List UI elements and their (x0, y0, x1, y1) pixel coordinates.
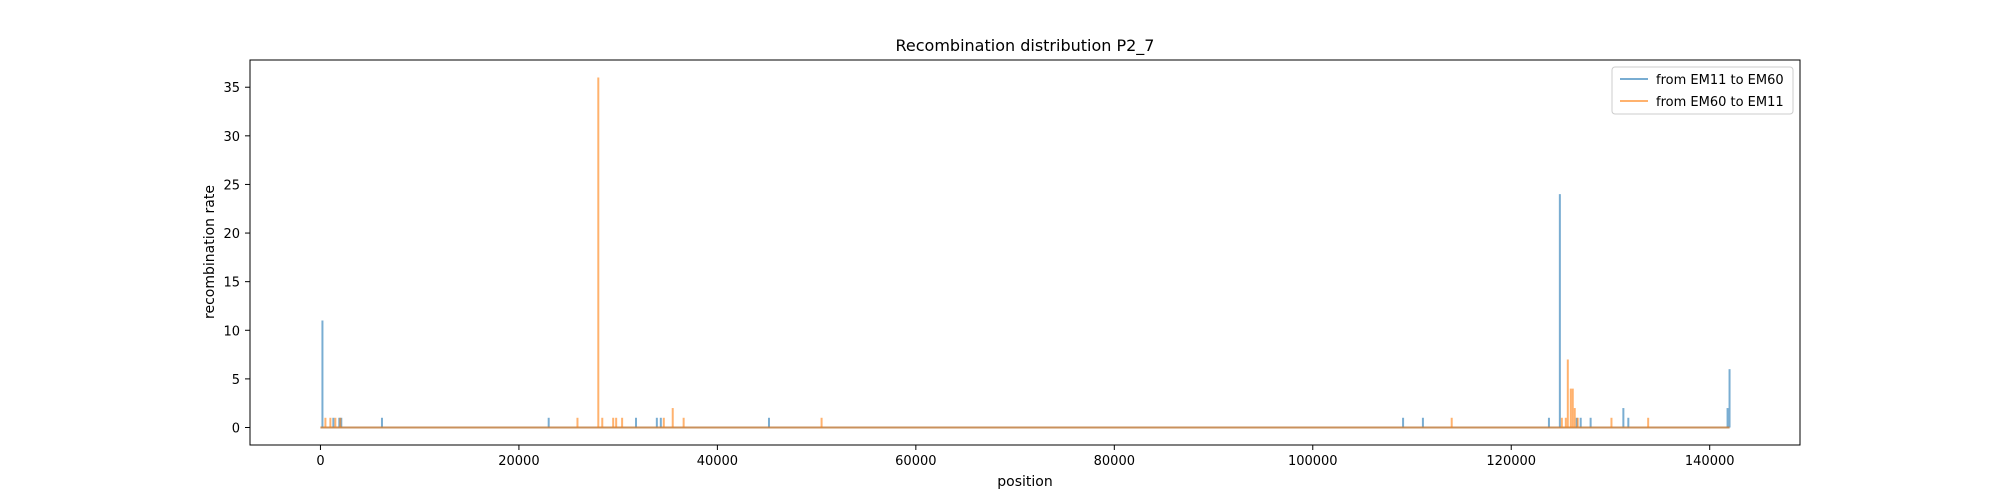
chart-title: Recombination distribution P2_7 (896, 36, 1155, 56)
plot-frame (249, 59, 1801, 446)
x-tick-label-2: 20000 (498, 454, 539, 469)
x-tick-label-8: 140000 (1685, 454, 1735, 469)
y-tick-label-4: 15 (223, 276, 240, 291)
y-tick-label-8: 35 (223, 81, 240, 96)
x-tick-label-6: 100000 (1288, 454, 1338, 469)
x-axis-label: position (997, 474, 1052, 490)
series-2 (320, 77, 1730, 429)
y-axis: 0 5 10 15 20 25 30 35 (223, 81, 250, 437)
y-tick-label-1: 0 (232, 422, 240, 437)
x-tick-label-5: 80000 (1094, 454, 1135, 469)
x-tick-label-4: 60000 (895, 454, 936, 469)
legend-box (1611, 66, 1794, 115)
x-tick-label-3: 40000 (697, 454, 738, 469)
series-1 (320, 194, 1731, 429)
x-axis: 0 20000 40000 60000 80000 100000 120000 140000 (316, 445, 1735, 469)
legend-label-em11-to-em60: from EM11 to EM60 (1656, 73, 1784, 88)
x-tick-label-1: 0 (316, 454, 324, 469)
y-tick-label-2: 5 (232, 373, 240, 388)
y-tick-label-3: 10 (223, 324, 240, 339)
y-tick-label-6: 25 (223, 178, 240, 193)
x-tick-label-7: 120000 (1486, 454, 1536, 469)
y-axis-label: recombination rate (202, 185, 218, 319)
legend: from EM11 to EM60 from EM60 to EM11 (1611, 66, 1794, 115)
legend-label-em60-to-em11: from EM60 to EM11 (1656, 95, 1784, 110)
y-tick-label-7: 30 (223, 130, 240, 145)
series-layer (320, 77, 1731, 429)
y-tick-label-5: 20 (223, 227, 240, 242)
